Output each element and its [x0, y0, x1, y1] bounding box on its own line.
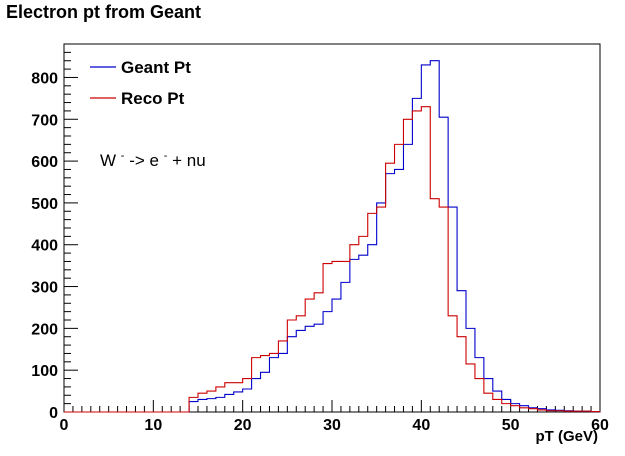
annotation-arrow-e: -> e [129, 151, 159, 170]
x-tick-label: 60 [591, 417, 609, 434]
legend-label-geant: Geant Pt [121, 58, 191, 77]
y-tick-label: 800 [31, 70, 58, 87]
annotation-w: W [100, 151, 116, 170]
y-tick-label: 100 [31, 363, 58, 380]
series-reco-pt [64, 106, 601, 413]
x-tick-label: 20 [234, 417, 252, 434]
series-layer [64, 60, 601, 413]
y-tick-label: 200 [31, 321, 58, 338]
y-tick-label: 600 [31, 154, 58, 171]
y-tick-label: 500 [31, 196, 58, 213]
x-tick-label: 0 [60, 417, 69, 434]
legend: Geant Pt Reco Pt [90, 58, 191, 108]
legend-label-reco: Reco Pt [121, 89, 185, 108]
x-tick-label: 40 [412, 417, 430, 434]
process-annotation: W - -> e - + nu [100, 144, 206, 170]
annotation-w-charge: - [121, 150, 125, 162]
x-tick-label: 10 [144, 417, 162, 434]
y-tick-label: 0 [49, 405, 58, 422]
series-geant-pt [64, 60, 601, 413]
y-tick-label: 700 [31, 112, 58, 129]
annotation-e-charge: - [164, 150, 168, 162]
chart-title: Electron pt from Geant [6, 2, 201, 22]
y-tick-label: 300 [31, 280, 58, 297]
x-tick-label: 30 [323, 417, 341, 434]
x-tick-label: 50 [502, 417, 520, 434]
annotation-nu: + nu [172, 151, 206, 170]
x-axis-label: pT (GeV) [536, 428, 599, 445]
y-tick-label: 400 [31, 238, 58, 255]
